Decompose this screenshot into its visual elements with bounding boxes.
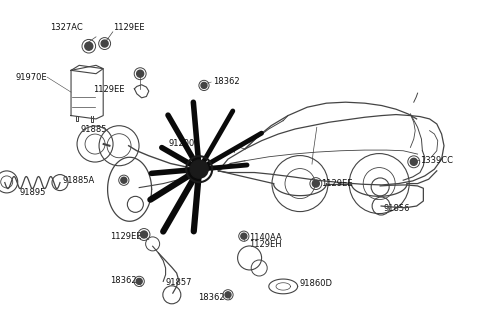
Text: 1129EE: 1129EE bbox=[93, 85, 125, 94]
Circle shape bbox=[121, 177, 127, 183]
Circle shape bbox=[410, 158, 417, 165]
Circle shape bbox=[225, 292, 231, 298]
Text: 1129EE: 1129EE bbox=[321, 179, 352, 188]
Text: 91860D: 91860D bbox=[300, 279, 333, 287]
Text: 91970E: 91970E bbox=[15, 73, 47, 81]
Circle shape bbox=[201, 82, 207, 88]
Text: 91885A: 91885A bbox=[63, 176, 95, 185]
Text: 91857: 91857 bbox=[166, 278, 192, 286]
Circle shape bbox=[101, 40, 108, 47]
Text: 18362: 18362 bbox=[198, 293, 225, 302]
Text: 91200F: 91200F bbox=[169, 139, 200, 148]
Text: 91856: 91856 bbox=[383, 204, 409, 213]
Text: 91895: 91895 bbox=[20, 188, 46, 197]
Circle shape bbox=[312, 180, 319, 187]
Text: 1140AA: 1140AA bbox=[249, 233, 281, 242]
Text: 18362: 18362 bbox=[213, 77, 239, 86]
Circle shape bbox=[136, 278, 142, 284]
Text: 1129EE: 1129EE bbox=[110, 232, 142, 241]
Text: 18362: 18362 bbox=[110, 276, 137, 285]
Text: 91885: 91885 bbox=[80, 126, 107, 134]
Text: 1129EH: 1129EH bbox=[249, 240, 281, 249]
Circle shape bbox=[85, 42, 93, 50]
Text: 1339CC: 1339CC bbox=[420, 156, 454, 165]
Text: 1129EE: 1129EE bbox=[113, 23, 144, 32]
Circle shape bbox=[137, 70, 144, 77]
Circle shape bbox=[141, 231, 147, 238]
Circle shape bbox=[190, 160, 208, 178]
Circle shape bbox=[241, 233, 247, 239]
Text: 1327AC: 1327AC bbox=[50, 23, 83, 32]
